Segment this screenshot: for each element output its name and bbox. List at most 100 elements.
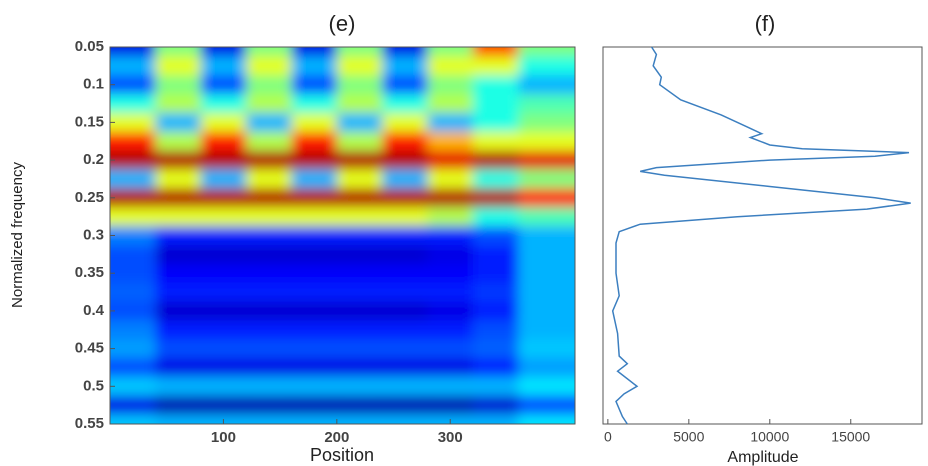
heat-cell	[336, 47, 384, 57]
heat-cell	[336, 131, 384, 152]
heat-cell	[200, 395, 248, 415]
heat-cell	[200, 263, 248, 284]
heat-cell	[110, 94, 157, 114]
heat-cell	[291, 112, 338, 133]
heat-cell	[291, 188, 338, 208]
heat-cell	[200, 150, 248, 170]
heat-cell	[200, 47, 248, 57]
data-line	[611, 46, 911, 425]
heat-cell	[155, 339, 202, 359]
heat-cell	[246, 282, 293, 302]
heat-cell	[246, 358, 293, 378]
heat-cell	[472, 226, 520, 246]
heat-cell	[518, 282, 575, 302]
heat-cell	[336, 150, 384, 170]
heat-cell	[155, 301, 202, 321]
x-axis-label: Position	[310, 445, 374, 465]
heat-cell	[382, 320, 429, 340]
heat-cell	[246, 75, 293, 95]
heat-cell	[200, 226, 248, 246]
heat-cell	[336, 169, 384, 189]
heat-cell	[472, 207, 520, 227]
heat-cell	[155, 112, 202, 133]
heat-cell	[110, 226, 157, 246]
heat-cell	[518, 395, 575, 415]
heat-cell	[200, 358, 248, 378]
heat-cell	[200, 282, 248, 302]
heat-cell	[427, 282, 474, 302]
y-tick-label: 0.25	[75, 189, 104, 206]
heat-cell	[382, 244, 429, 265]
heat-cell	[110, 339, 157, 359]
heat-cell	[155, 226, 202, 246]
heat-cell	[246, 188, 293, 208]
heat-cell	[291, 207, 338, 227]
heat-cell	[427, 358, 474, 378]
heat-cell	[291, 301, 338, 321]
heat-cell	[110, 395, 157, 415]
heat-cell	[518, 56, 575, 76]
heat-cell	[110, 188, 157, 208]
line-plot	[611, 46, 911, 425]
heat-cell	[382, 301, 429, 321]
heat-cell	[200, 376, 248, 397]
heat-cell	[472, 150, 520, 170]
heat-cell	[472, 339, 520, 359]
chart-title: (e)	[329, 11, 356, 36]
y-tick-label: 0.55	[75, 415, 104, 432]
heat-cell	[382, 376, 429, 397]
heat-cell	[472, 414, 520, 424]
heat-cell	[155, 188, 202, 208]
heat-cell	[472, 263, 520, 284]
heat-cell	[155, 320, 202, 340]
heat-cell	[246, 376, 293, 397]
x-tick-label: 0	[604, 429, 612, 445]
heat-cell	[427, 47, 474, 57]
heat-cell	[427, 339, 474, 359]
heat-cell	[155, 395, 202, 415]
heat-cell	[382, 207, 429, 227]
heat-cell	[472, 94, 520, 114]
y-axis-label: Normalized frequency	[9, 162, 26, 308]
x-tick-label: 300	[438, 429, 463, 446]
heat-cell	[110, 207, 157, 227]
heat-cell	[110, 376, 157, 397]
heat-cell	[155, 94, 202, 114]
heat-cell	[155, 244, 202, 265]
x-tick-label: 200	[324, 429, 349, 446]
heat-cell	[291, 244, 338, 265]
heat-cell	[110, 169, 157, 189]
y-tick-label: 0.35	[75, 264, 104, 281]
heat-cell	[200, 112, 248, 133]
heat-cell	[427, 131, 474, 152]
heat-cell	[518, 207, 575, 227]
heat-cell	[518, 188, 575, 208]
heat-cell	[427, 150, 474, 170]
heat-cell	[110, 150, 157, 170]
x-tick-label: 100	[211, 429, 236, 446]
heat-cell	[427, 188, 474, 208]
heat-cell	[336, 56, 384, 76]
heat-cell	[110, 244, 157, 265]
heat-cell	[472, 188, 520, 208]
y-tick-label: 0.1	[83, 76, 104, 93]
heat-cell	[472, 75, 520, 95]
heat-cell	[336, 339, 384, 359]
heat-cell	[291, 75, 338, 95]
heat-cell	[472, 56, 520, 76]
heat-cell	[427, 112, 474, 133]
heat-cell	[200, 188, 248, 208]
heat-cell	[110, 320, 157, 340]
heat-cell	[518, 150, 575, 170]
heat-cell	[427, 94, 474, 114]
heat-cell	[336, 226, 384, 246]
heat-cell	[336, 207, 384, 227]
heat-cell	[246, 207, 293, 227]
heat-cell	[200, 94, 248, 114]
heat-cell	[382, 47, 429, 57]
heat-cell	[200, 75, 248, 95]
heat-cell	[155, 282, 202, 302]
heat-cell	[246, 395, 293, 415]
heat-cell	[110, 358, 157, 378]
heat-cell	[472, 358, 520, 378]
